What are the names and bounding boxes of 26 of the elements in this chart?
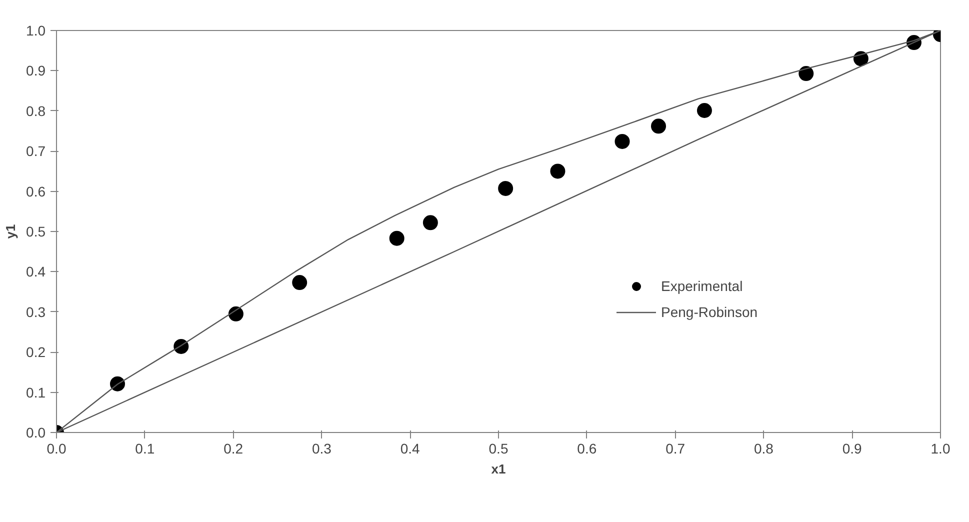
y-tick-label: 0.3 <box>26 304 46 320</box>
y-tick-label: 0.9 <box>26 62 46 79</box>
y-tick-label: 0.6 <box>26 183 46 200</box>
y-tick-label: 0.4 <box>26 264 46 280</box>
x-tick-label: 0.4 <box>400 440 420 456</box>
y-tick-label: 0.5 <box>26 224 46 240</box>
y-tick-label: 0.1 <box>26 384 46 400</box>
x-tick-label: 0.3 <box>312 440 332 456</box>
y-tick-label: 0.8 <box>26 102 46 119</box>
x-axis-title: x1 <box>491 462 506 476</box>
legend-label: Peng-Robinson <box>661 304 758 320</box>
legend-label: Experimental <box>661 278 743 294</box>
y-tick-label: 1.0 <box>26 22 46 38</box>
x-tick-label: 0.9 <box>842 440 862 456</box>
x-tick-label: 0.1 <box>135 440 155 456</box>
x-tick-label: 0.0 <box>46 440 66 456</box>
y-tick-label: 0.7 <box>26 143 46 160</box>
x-tick-label: 0.5 <box>488 440 508 456</box>
x-tick-label: 0.6 <box>577 440 597 456</box>
y-tick-label: 0.2 <box>26 344 46 360</box>
x-tick-label: 0.2 <box>224 440 244 456</box>
x-tick-label: 0.7 <box>666 440 686 456</box>
y-axis-title: y1 <box>3 224 18 239</box>
x-tick-label: 1.0 <box>930 440 950 456</box>
x-tick-label: 0.8 <box>754 440 774 456</box>
y-tick-label: 0.0 <box>26 424 46 440</box>
